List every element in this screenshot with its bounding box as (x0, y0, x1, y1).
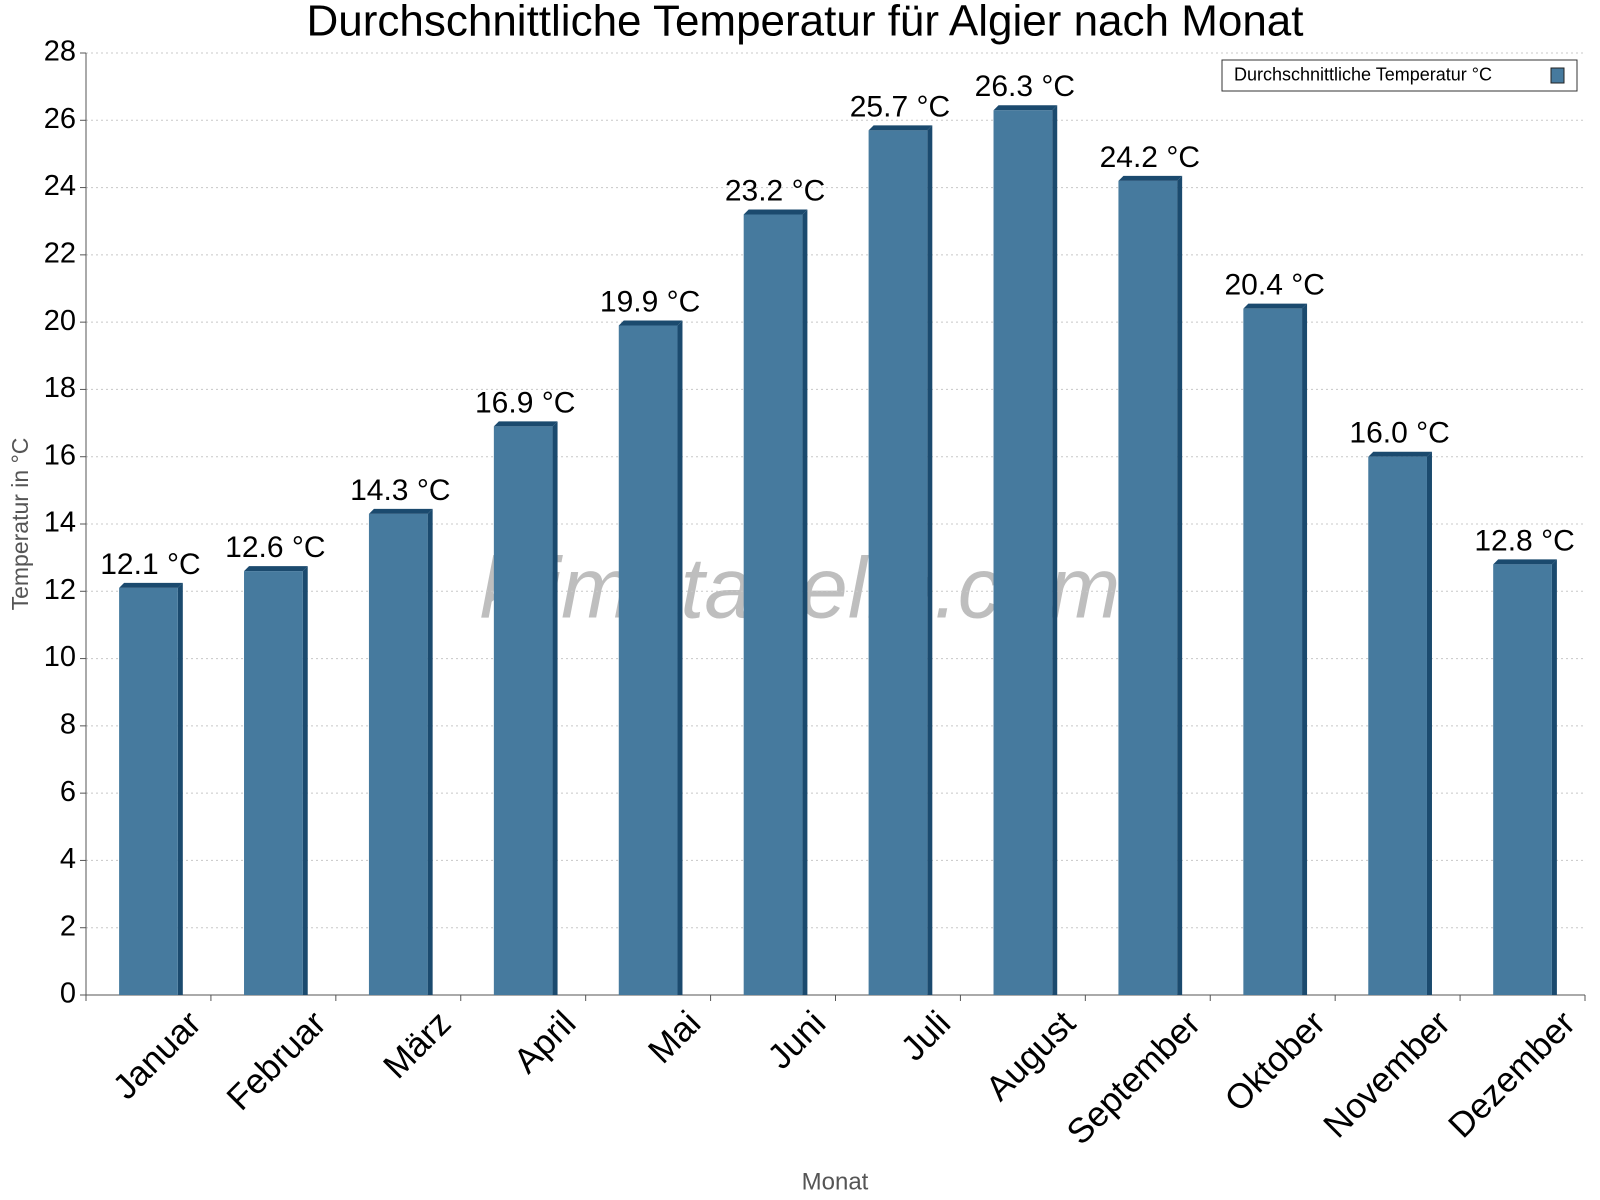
bar-side (1551, 559, 1557, 995)
bar (618, 325, 678, 995)
x-tick-label: November (1316, 1003, 1458, 1145)
bar (244, 571, 303, 995)
value-label: 25.7 °C (850, 90, 950, 123)
legend-box (1221, 59, 1578, 92)
x-tick-label: August (978, 1003, 1083, 1108)
value-label: 14.3 °C (350, 474, 450, 507)
bar-side (177, 582, 183, 995)
y-tick-label: 22 (44, 238, 76, 270)
x-tick-label: September (1059, 1003, 1208, 1152)
value-label: 12.8 °C (1474, 524, 1574, 557)
bar (368, 513, 428, 995)
bar-top (1493, 559, 1557, 565)
bar-side (802, 209, 808, 995)
y-tick-label: 14 (44, 507, 76, 539)
chart-title: Durchschnittliche Temperatur für Algier … (306, 0, 1303, 46)
bar-side (552, 421, 558, 996)
x-tick-label: April (506, 1004, 583, 1081)
bar (868, 130, 928, 996)
x-tick-label: Dezember (1441, 1003, 1583, 1145)
y-tick-label: 0 (60, 978, 76, 1010)
value-label: 26.3 °C (975, 70, 1075, 103)
value-label: 19.9 °C (600, 285, 700, 318)
bar-top (244, 566, 308, 572)
bar (743, 214, 803, 995)
y-tick-label: 20 (44, 305, 76, 337)
bar (1118, 180, 1178, 996)
y-tick-label: 26 (44, 103, 76, 135)
bar-top (368, 508, 433, 514)
bar-side (677, 320, 683, 995)
value-label: 12.1 °C (100, 548, 200, 581)
bar-top (493, 421, 558, 427)
legend-swatch (1550, 67, 1565, 84)
x-tick-label: Oktober (1217, 1003, 1333, 1119)
bar (1493, 564, 1552, 995)
bar-top (1368, 451, 1432, 457)
value-label: 20.4 °C (1225, 269, 1325, 302)
bar-top (743, 209, 808, 215)
bar-side (1052, 105, 1058, 995)
value-label: 24.2 °C (1100, 141, 1200, 174)
bar-side (1302, 303, 1308, 996)
value-label: 12.6 °C (225, 531, 325, 564)
y-tick-label: 4 (60, 843, 76, 875)
y-tick-label: 8 (60, 709, 76, 741)
y-tick-label: 28 (44, 36, 76, 68)
y-tick-label: 16 (44, 439, 76, 471)
bar-top (993, 105, 1058, 111)
bar-side (302, 566, 308, 995)
bar-side (927, 125, 933, 996)
x-tick-label: Januar (105, 1003, 208, 1106)
y-tick-label: 6 (60, 776, 76, 808)
bar (1243, 308, 1303, 996)
bar-top (119, 582, 183, 588)
value-label: 16.9 °C (475, 386, 575, 419)
bar-top (1243, 303, 1308, 309)
value-label: 16.0 °C (1349, 417, 1449, 450)
bar-top (618, 320, 683, 326)
x-tick-label: Juli (893, 1004, 958, 1069)
bar-top (1118, 175, 1183, 181)
x-tick-label: März (376, 1004, 459, 1087)
x-tick-label: Februar (219, 1003, 333, 1117)
y-tick-label: 24 (44, 170, 76, 202)
y-axis-title: Temperatur in °C (7, 438, 33, 611)
x-tick-label: Mai (641, 1004, 708, 1071)
bar-side (1426, 451, 1432, 995)
bar (493, 426, 553, 996)
y-tick-label: 18 (44, 372, 76, 404)
bar-top (868, 125, 933, 131)
y-tick-label: 10 (44, 641, 76, 673)
y-tick-label: 12 (44, 574, 76, 606)
bar (993, 110, 1053, 995)
bar-side (427, 508, 433, 995)
bar (119, 587, 178, 995)
x-tick-label: Juni (760, 1004, 833, 1077)
legend-label: Durchschnittliche Temperatur °C (1234, 64, 1492, 84)
x-axis-title: Monat (802, 1168, 869, 1195)
bar (1368, 456, 1427, 995)
bar-side (1177, 175, 1183, 996)
value-label: 23.2 °C (725, 174, 825, 207)
y-tick-label: 2 (60, 910, 76, 942)
